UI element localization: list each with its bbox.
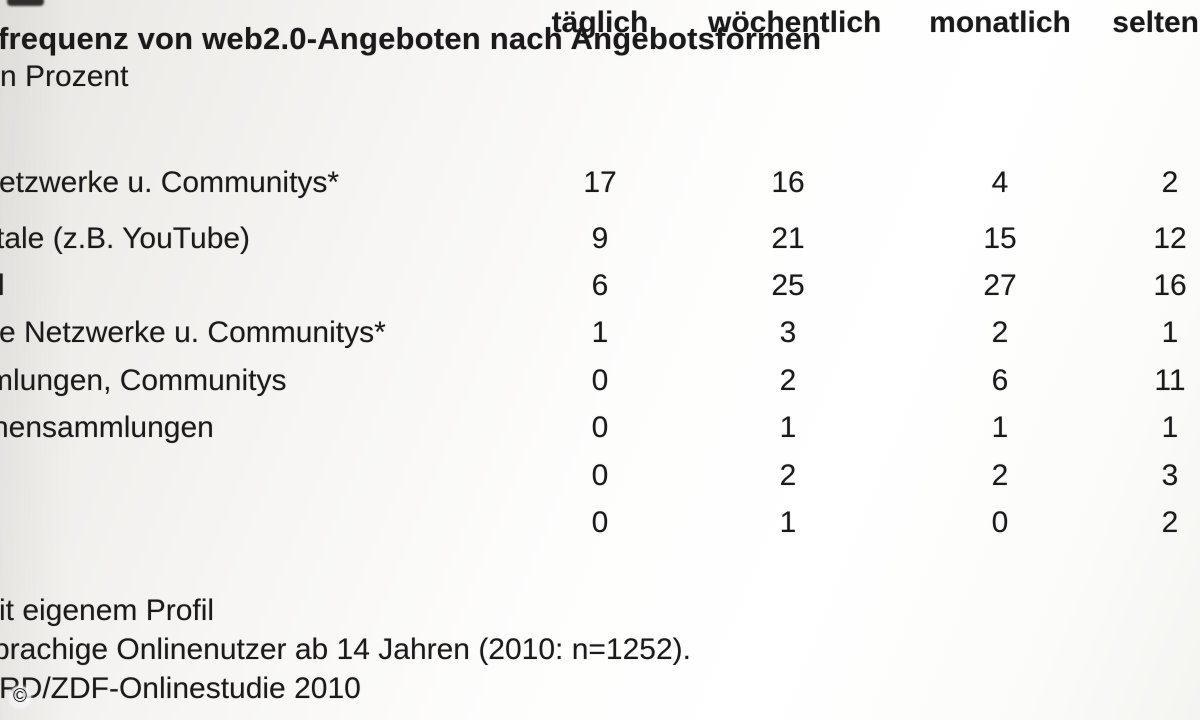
row-label: mlungen, Communitys [0,364,287,397]
cell-value: 1 [591,316,609,349]
top-edge-cropped-text-fragment [7,0,44,6]
row-label: hensammlungen [0,411,214,444]
cell-value: 2 [991,316,1009,349]
table-row: tale (z.B. YouTube) 9 21 15 12 [0,215,1200,262]
column-header-selten: selten [1112,6,1199,39]
table-title: frequenz von web2.0-Angeboten nach Angeb… [0,21,822,56]
copyright-watermark-icon: © [9,686,31,708]
row-label: l [0,269,5,302]
table-row: 0 1 0 2 [0,499,1200,546]
cell-value: 2 [1161,506,1179,539]
cell-value: 2 [991,459,1009,492]
cell-value: 15 [983,222,1017,255]
cell-value: 1 [779,411,797,444]
table-row: hensammlungen 0 1 1 1 [0,404,1200,451]
cell-value: 0 [591,459,609,492]
row-label: e Netzwerke u. Communitys* [0,316,386,349]
cell-value: 0 [591,411,609,444]
cell-value: 0 [591,506,609,539]
cell-value: 1 [1161,411,1179,444]
column-header-taeglich: täglich [551,6,649,39]
table-row: mlungen, Communitys 0 2 6 11 [0,357,1200,404]
table-row: etzwerke u. Communitys* 17 16 4 2 [0,159,1200,206]
cell-value: 2 [779,364,797,397]
cell-value: 0 [591,364,609,397]
cell-value: 17 [583,166,617,199]
cell-value: 1 [779,506,797,539]
cell-value: 2 [779,459,797,492]
cell-value: 27 [983,269,1017,302]
cell-value: 6 [991,364,1009,397]
footnote-source: RD/ZDF-Onlinestudie 2010 [0,672,361,705]
table-row: e Netzwerke u. Communitys* 1 3 2 1 [0,309,1200,356]
column-header-woechentlich: wöchentlich [708,6,882,39]
cell-value: 1 [991,411,1009,444]
cell-value: 3 [779,316,797,349]
table-row: 0 2 2 3 [0,452,1200,499]
footnote-profile: it eigenem Profil [0,594,215,627]
cell-value: 11 [1154,364,1186,397]
table-row: l 6 25 27 16 [0,262,1200,309]
cell-value: 25 [771,269,805,302]
cell-value: 0 [991,506,1009,539]
column-header-row: täglich wöchentlich monatlich selten [0,0,1200,46]
cell-value: 1 [1161,316,1179,349]
row-label: tale (z.B. YouTube) [0,222,251,255]
footnote-basis: prachige Onlinenutzer ab 14 Jahren (2010… [0,633,691,666]
cell-value: 2 [1161,166,1179,199]
cell-value: 16 [1153,269,1187,302]
cell-value: 4 [991,166,1009,199]
table-subtitle: n Prozent [0,60,129,93]
cell-value: 3 [1161,459,1179,492]
cell-value: 16 [771,166,805,199]
cell-value: 6 [591,269,609,302]
cell-value: 9 [591,222,609,255]
cell-value: 21 [771,222,805,255]
row-label: etzwerke u. Communitys* [0,166,340,199]
column-header-monatlich: monatlich [929,6,1071,39]
cell-value: 12 [1153,222,1187,255]
